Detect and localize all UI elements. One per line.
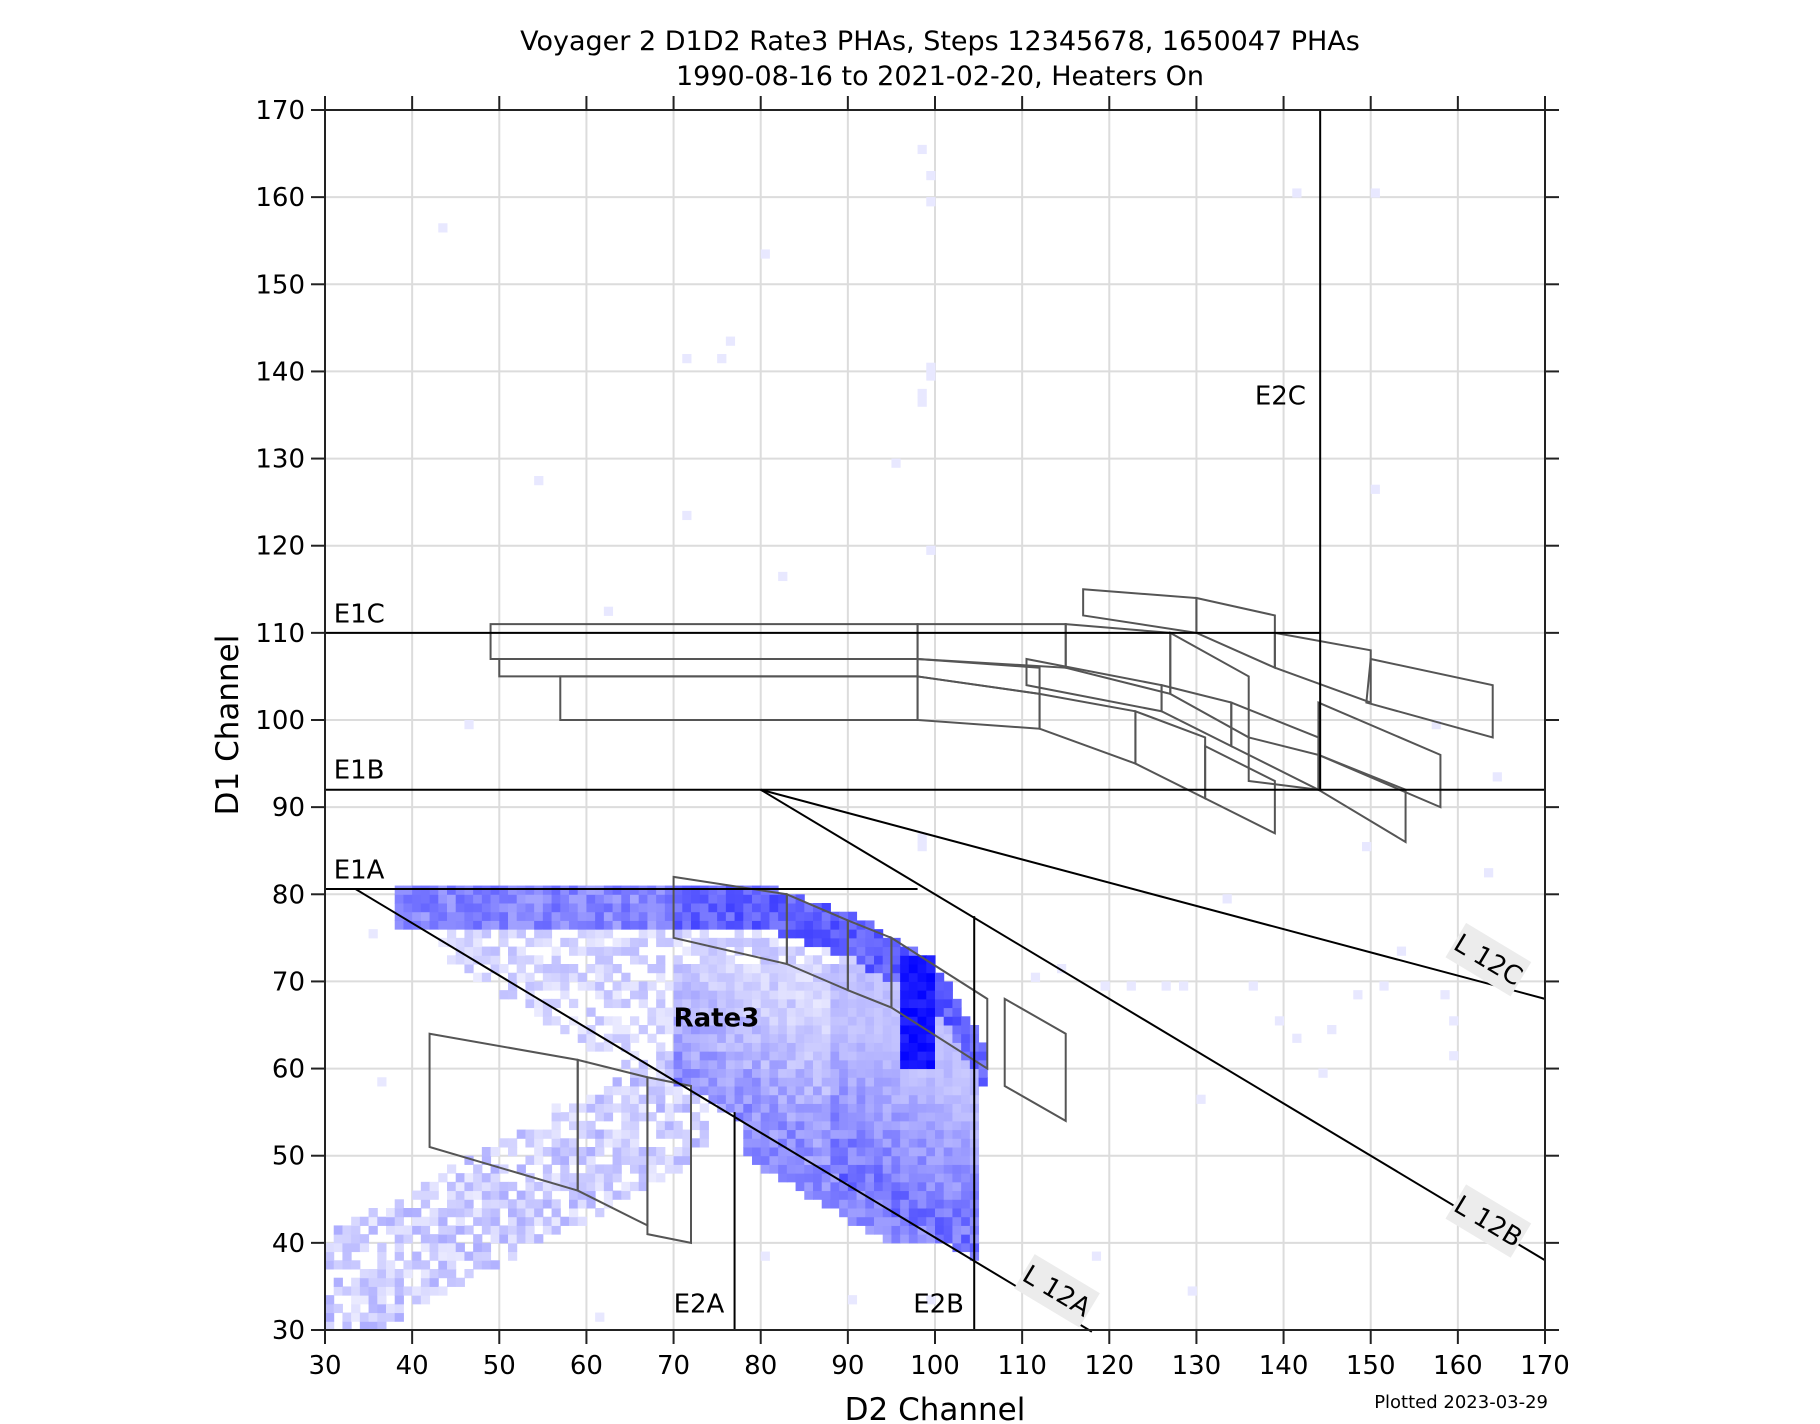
plot-frame	[324, 109, 1546, 1331]
y-tick-label: 130	[255, 445, 305, 475]
x-tick-label: 50	[483, 1351, 516, 1381]
y-tick-label: 60	[272, 1055, 305, 1085]
box-e1c	[1317, 753, 1407, 844]
box-e1c	[559, 675, 919, 721]
y-tick-label: 30	[272, 1316, 305, 1346]
y-axis-label: D1 Channel	[210, 635, 246, 816]
y-tick-label: 160	[255, 183, 305, 213]
x-axis-label: D2 Channel	[845, 1392, 1026, 1424]
y-tick-label: 110	[255, 619, 305, 649]
x-tick-label: 80	[744, 1351, 777, 1381]
y-tick-label: 70	[272, 967, 305, 997]
x-tick-label: 90	[831, 1351, 864, 1381]
y-tick-label: 150	[255, 270, 305, 300]
x-tick-label: 110	[997, 1351, 1047, 1381]
label-rate3: Rate3	[674, 1004, 760, 1034]
x-tick-label: 70	[657, 1351, 690, 1381]
x-tick-label: 120	[1084, 1351, 1134, 1381]
y-tick-label: 80	[272, 880, 305, 910]
axis-ticks: 30 40 50 60 70 80 90 100 110 120 130 140 150 160 170 30…	[255, 96, 1570, 1381]
box-e1c	[1204, 744, 1276, 835]
x-tick-label: 130	[1172, 1351, 1222, 1381]
label-e1c: E1C	[334, 599, 385, 629]
x-tick-label: 150	[1346, 1351, 1396, 1381]
x-tick-label: 170	[1520, 1351, 1570, 1381]
x-tick-label: 160	[1433, 1351, 1483, 1381]
x-tick-label: 30	[308, 1351, 341, 1381]
x-tick-label: 100	[910, 1351, 960, 1381]
y-tick-label: 50	[272, 1142, 305, 1172]
label-e2b: E2B	[913, 1290, 964, 1320]
label-e2a: E2A	[674, 1290, 725, 1320]
x-tick-label: 60	[570, 1351, 603, 1381]
box-e1c	[498, 658, 919, 678]
y-tick-label: 170	[255, 96, 305, 126]
box-e1a	[1003, 997, 1067, 1123]
box-e1c	[1273, 631, 1372, 704]
box-e1c	[1230, 701, 1320, 792]
x-tick-label: 40	[396, 1351, 429, 1381]
label-e1a: E1A	[334, 856, 385, 886]
box-e1c	[1317, 701, 1442, 809]
label-e1b: E1B	[334, 755, 385, 785]
y-tick-label: 120	[255, 532, 305, 562]
box-e1c	[489, 623, 919, 660]
x-tick-label: 140	[1259, 1351, 1309, 1381]
particle-boxes	[428, 588, 1494, 1245]
y-tick-label: 140	[255, 357, 305, 387]
threshold-lines	[325, 110, 1546, 1333]
chart-subtitle: 1990-08-16 to 2021-02-20, Heaters On	[676, 61, 1204, 92]
plotted-date: Plotted 2023-03-29	[1374, 1392, 1548, 1413]
box-e1a	[890, 936, 989, 1071]
chart-title: Voyager 2 D1D2 Rate3 PHAs, Steps 1234567…	[520, 26, 1360, 57]
label-e2c: E2C	[1255, 382, 1306, 412]
box-e1c	[1134, 709, 1207, 801]
y-tick-label: 90	[272, 793, 305, 823]
box-e1c	[1365, 657, 1494, 739]
label-l12a: L 12A	[1014, 1254, 1100, 1328]
y-tick-label: 100	[255, 706, 305, 736]
histogram-cells	[325, 144, 1502, 1331]
y-tick-label: 40	[272, 1229, 305, 1259]
